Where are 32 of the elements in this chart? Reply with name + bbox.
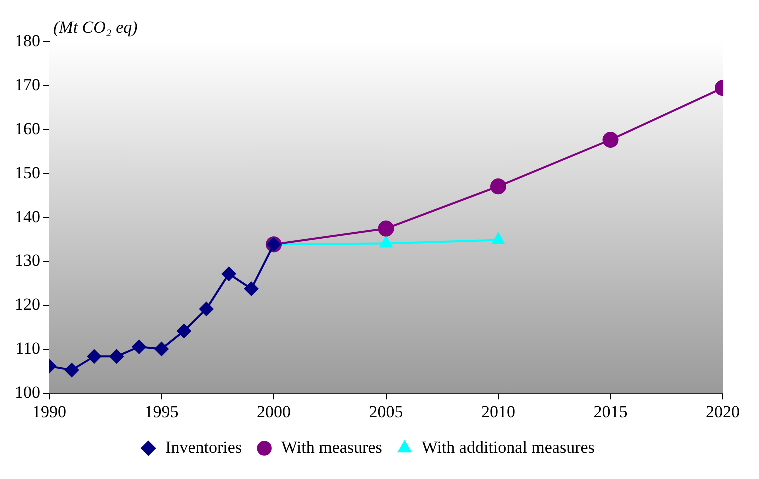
point xyxy=(490,178,506,195)
point xyxy=(222,267,236,282)
point xyxy=(110,350,124,364)
y-axis-title: (Mt CO₂ eq) xyxy=(54,18,138,37)
y-tick-label: 160 xyxy=(15,119,40,138)
y-tick-label: 150 xyxy=(15,163,40,182)
y-tick-label: 180 xyxy=(15,31,40,50)
point xyxy=(87,350,102,364)
x-tick-label: 2010 xyxy=(482,402,516,422)
y-tick-label: 110 xyxy=(16,339,40,358)
x-tick-label: 2020 xyxy=(706,402,740,422)
point xyxy=(244,282,259,296)
x-tick-label: 2015 xyxy=(594,402,628,422)
x-tick-label: 1995 xyxy=(144,402,179,422)
x-tick-label: 2005 xyxy=(369,402,404,422)
point xyxy=(378,220,394,237)
legend-label: With measures xyxy=(282,438,382,457)
point xyxy=(200,302,214,316)
y-tick-label: 170 xyxy=(15,75,40,94)
point xyxy=(177,324,192,338)
point xyxy=(154,342,169,356)
x-tick-label: 2000 xyxy=(257,402,291,422)
point xyxy=(602,132,619,148)
x-tick-label: 1990 xyxy=(32,402,66,422)
y-tick-label: 100 xyxy=(15,383,40,402)
legend-label: With additional measures xyxy=(422,438,595,457)
y-tick-label: 120 xyxy=(15,295,40,314)
point xyxy=(132,340,146,354)
point xyxy=(64,363,79,378)
y-tick-label: 140 xyxy=(15,207,40,226)
legend-label: Inventories xyxy=(166,438,242,457)
y-tick-label: 130 xyxy=(15,251,40,270)
